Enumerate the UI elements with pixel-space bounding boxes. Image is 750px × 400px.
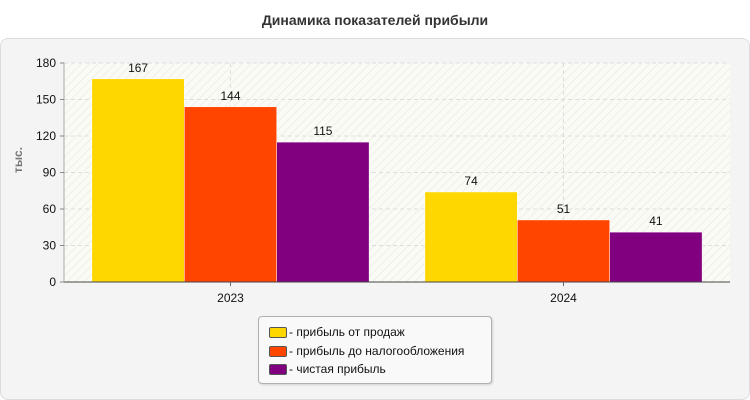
- y-tick-label: 30: [43, 239, 57, 253]
- legend-label-pretax: - прибыль до налогообложения: [289, 344, 465, 358]
- bar-value-label: 51: [557, 202, 571, 216]
- x-tick-label: 2023: [217, 291, 244, 305]
- bar-value-label: 74: [464, 174, 478, 188]
- bar: [91, 78, 185, 283]
- y-tick-label: 90: [43, 166, 57, 180]
- legend-item-pretax: - прибыль до налогообложения: [269, 343, 464, 359]
- y-tick-label: 0: [49, 275, 56, 289]
- bar: [609, 231, 703, 283]
- y-tick-label: 120: [36, 129, 56, 143]
- legend-swatch-pretax: [269, 345, 287, 357]
- legend: - прибыль от продаж - прибыль до налогоо…: [258, 316, 492, 384]
- legend-label-net: - чистая прибыль: [289, 362, 386, 376]
- legend-label-sales: - прибыль от продаж: [289, 325, 405, 339]
- bar: [276, 141, 370, 283]
- bar-value-label: 41: [649, 214, 663, 228]
- legend-swatch-sales: [269, 326, 287, 338]
- legend-item-net: - чистая прибыль: [269, 361, 386, 377]
- bar-value-label: 144: [220, 89, 240, 103]
- legend-item-sales: - прибыль от продаж: [269, 324, 405, 340]
- bar: [517, 219, 610, 283]
- legend-swatch-net: [269, 363, 287, 375]
- x-tick-label: 2024: [550, 291, 577, 305]
- bar: [184, 106, 277, 283]
- x-axis-ticks: 2023 2024: [217, 282, 577, 305]
- bar: [424, 191, 518, 283]
- y-axis-label: тыс.: [11, 147, 25, 173]
- y-tick-label: 180: [36, 56, 56, 70]
- bar-value-label: 167: [128, 61, 148, 75]
- y-axis-ticks: 0 30 60 90 120 150 180: [36, 56, 64, 289]
- y-tick-label: 150: [36, 93, 56, 107]
- data-labels: 167 74 144 51 115 41: [128, 61, 663, 228]
- bar-value-label: 115: [313, 124, 332, 138]
- y-tick-label: 60: [43, 202, 57, 216]
- chart-title: Динамика показателей прибыли: [261, 12, 489, 28]
